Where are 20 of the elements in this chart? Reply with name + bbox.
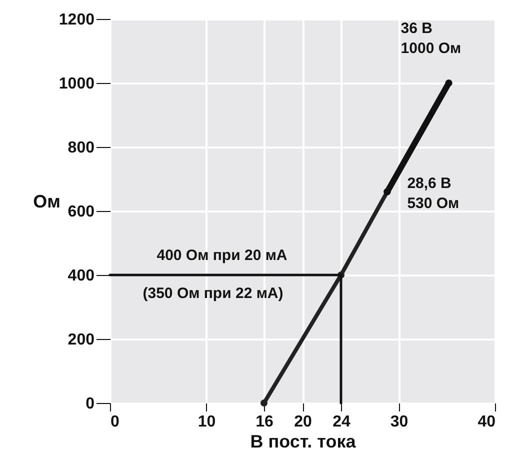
annotation: 400 Ом при 20 мА [156,247,288,264]
y-tick-label: 400 [68,268,95,284]
annotation: (350 Ом при 22 мА) [142,285,284,302]
x-tick-label: 20 [294,414,312,430]
x-tick-label: 0 [110,414,120,430]
y-tick-label: 800 [68,140,95,156]
y-tick-label: 200 [68,332,95,348]
x-tick-label: 40 [478,414,496,430]
y-axis-title: Ом [33,192,60,212]
y-tick-label: 0 [86,396,95,412]
x-tick-label: 10 [198,414,216,430]
annotation: 28,6 В 530 Ом [407,174,460,212]
x-tick-label: 24 [332,414,350,430]
y-tick-label: 600 [68,204,95,220]
x-tick-label: 16 [256,414,274,430]
y-tick-label: 1200 [58,12,95,28]
y-tick-label: 1000 [58,76,95,92]
x-tick-label: 30 [390,414,408,430]
annotation: 36 В 1000 Ом [400,20,462,57]
x-axis-title: В пост. тока [250,432,357,452]
